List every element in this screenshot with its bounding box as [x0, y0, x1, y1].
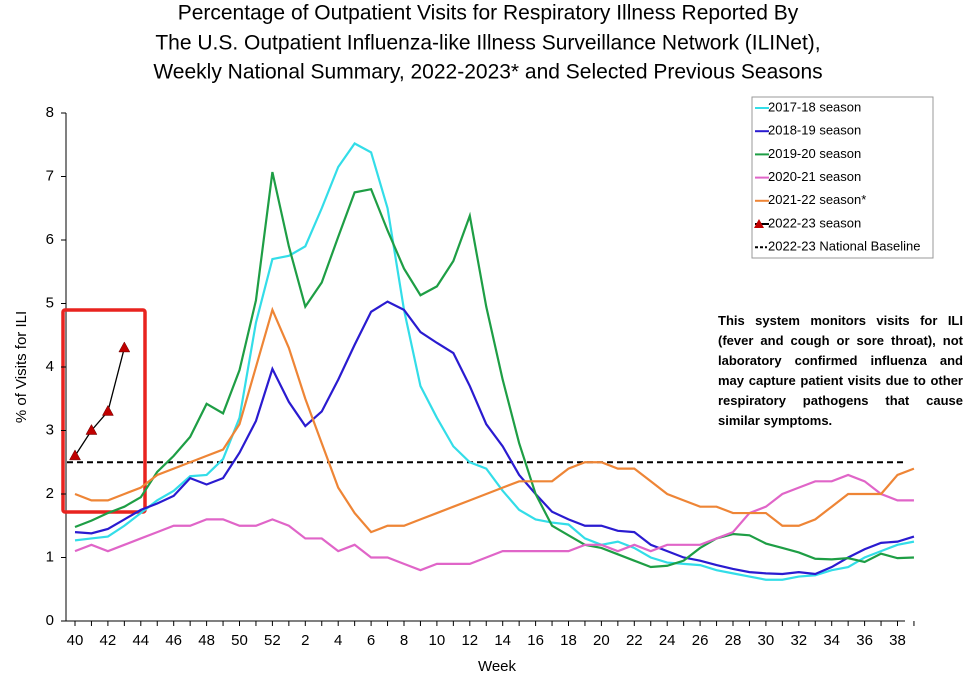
x-tick-label: 52 — [264, 632, 281, 649]
x-tick-label: 4 — [334, 632, 342, 649]
legend-label: 2022-23 National Baseline — [768, 239, 921, 254]
x-tick-label: 14 — [494, 632, 511, 649]
x-tick-label: 38 — [889, 632, 906, 649]
x-tick-label: 18 — [560, 632, 577, 649]
legend — [751, 96, 934, 259]
y-tick-label: 4 — [46, 358, 54, 375]
x-tick-label: 30 — [758, 632, 775, 649]
x-tick-label: 16 — [527, 632, 544, 649]
legend-label: 2018-19 season — [768, 123, 861, 138]
x-tick-label: 40 — [67, 632, 84, 649]
y-tick-label: 5 — [46, 294, 54, 311]
x-tick-label: 24 — [659, 632, 676, 649]
series-line — [74, 347, 125, 457]
x-tick-label: 10 — [429, 632, 446, 649]
x-tick-label: 44 — [132, 632, 149, 649]
annotation: This system monitors visits for ILI (fev… — [718, 313, 963, 428]
x-axis-label: Week — [478, 658, 517, 675]
chart-title: The U.S. Outpatient Influenza-like Illne… — [155, 32, 820, 55]
y-tick-label: 7 — [46, 167, 54, 184]
x-tick-label: 48 — [198, 632, 215, 649]
x-tick-label: 22 — [626, 632, 643, 649]
legend-label: 2019-20 season — [768, 146, 861, 161]
y-tick-label: 0 — [46, 612, 54, 629]
x-tick-label: 34 — [823, 632, 840, 649]
marker — [85, 423, 98, 435]
x-tick-label: 8 — [400, 632, 408, 649]
legend-label: 2022-23 season — [768, 215, 861, 230]
series-line — [74, 306, 915, 534]
legend-label: 2017-18 season — [768, 99, 861, 114]
y-tick-label: 6 — [46, 231, 54, 248]
x-tick-label: 28 — [725, 632, 742, 649]
y-tick-label: 1 — [46, 548, 54, 565]
x-tick-label: 20 — [593, 632, 610, 649]
legend-label: 2020-21 season — [768, 169, 861, 184]
chart-title: Percentage of Outpatient Visits for Resp… — [178, 2, 799, 25]
marker — [118, 341, 131, 353]
x-tick-label: 26 — [692, 632, 709, 649]
x-tick-label: 2 — [301, 632, 309, 649]
x-tick-label: 46 — [165, 632, 182, 649]
x-tick-label: 42 — [100, 632, 117, 649]
chart-title: Weekly National Summary, 2022-2023* and … — [153, 61, 822, 84]
x-tick-label: 36 — [856, 632, 873, 649]
x-tick-label: 50 — [231, 632, 248, 649]
y-tick-label: 2 — [46, 485, 54, 502]
series-line — [74, 142, 915, 581]
marker — [69, 449, 81, 461]
legend-label: 2021-22 season* — [768, 192, 866, 207]
y-tick-label: 8 — [46, 104, 54, 121]
highlight-box — [61, 308, 147, 514]
y-tick-label: 3 — [46, 421, 54, 438]
series-line — [74, 473, 914, 572]
y-axis-label: % of Visits for ILI — [13, 311, 30, 423]
x-tick-label: 32 — [790, 632, 807, 649]
legend-marker — [754, 219, 764, 228]
x-tick-label: 12 — [461, 632, 478, 649]
marker — [101, 404, 114, 416]
x-tick-label: 6 — [367, 632, 375, 649]
series-line — [74, 171, 914, 569]
series-line — [74, 300, 915, 576]
